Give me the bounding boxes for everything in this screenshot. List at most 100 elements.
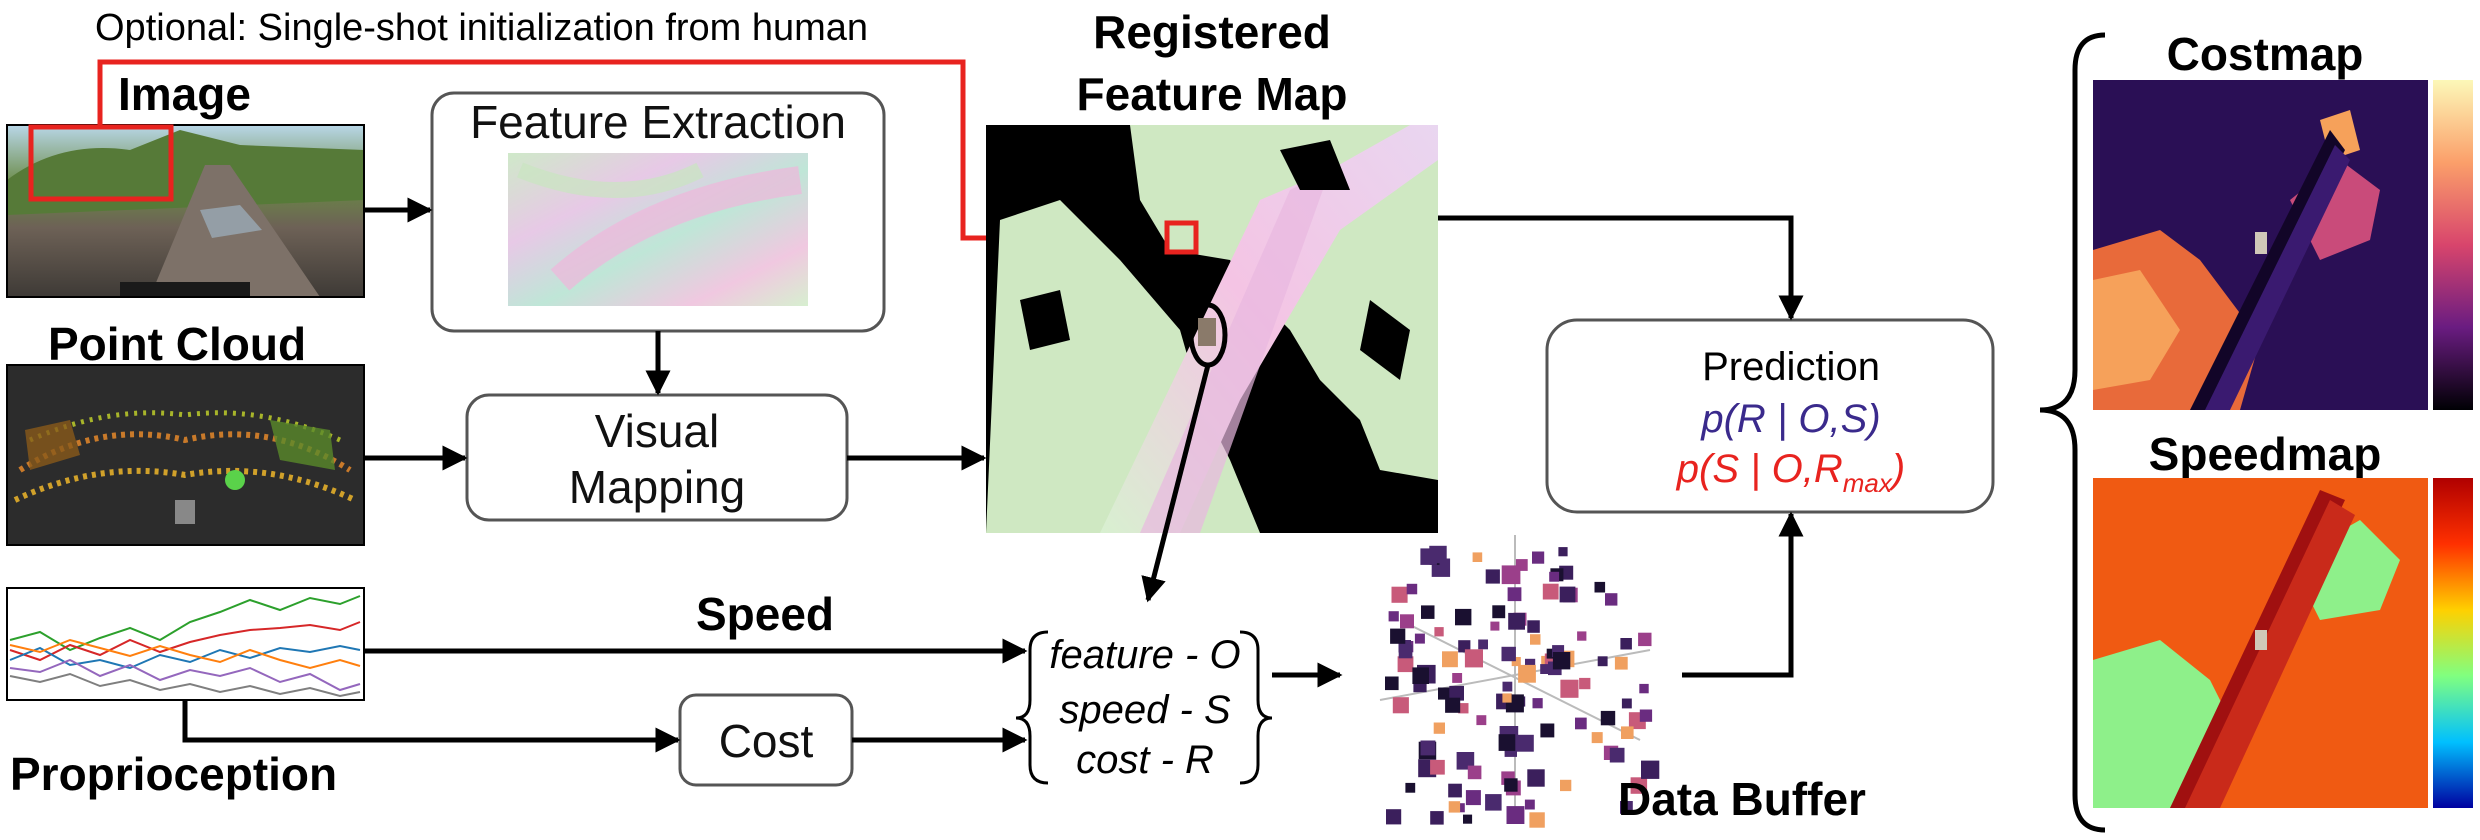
buffer-voxel <box>1542 583 1559 600</box>
buffer-voxel <box>1560 779 1572 792</box>
costmap-label: Costmap <box>2167 28 2364 80</box>
buffer-voxel <box>1614 656 1628 670</box>
buffer-voxel <box>1549 571 1560 582</box>
buffer-voxel <box>1508 612 1525 630</box>
buffer-voxel <box>1400 614 1414 629</box>
buffer-voxel <box>1385 676 1399 691</box>
buffer-voxel <box>1518 664 1536 683</box>
buffer-voxel <box>1391 586 1408 603</box>
feature-thumbnail <box>508 153 808 306</box>
speedmap-label: Speedmap <box>2149 428 2382 480</box>
buffer-voxel <box>1478 639 1488 650</box>
point-cloud-label: Point Cloud <box>48 318 306 370</box>
buffer-voxel <box>1621 698 1632 709</box>
buffer-voxel <box>1529 812 1545 828</box>
buffer-voxel <box>1502 693 1512 703</box>
point-cloud-thumbnail <box>6 364 365 546</box>
buffer-voxel <box>1501 646 1516 662</box>
buffer-voxel <box>1412 667 1429 684</box>
buffer-voxel <box>1560 679 1579 698</box>
buffer-voxel <box>1621 726 1634 739</box>
buffer-voxel <box>1620 638 1632 650</box>
buffer-voxel <box>1448 783 1462 798</box>
buffer-voxel <box>1421 605 1435 619</box>
brace-item-speed: speed - S <box>1059 688 1231 732</box>
buffer-voxel <box>1445 697 1461 713</box>
buffer-voxel <box>1639 683 1649 694</box>
buffer-voxel <box>1532 698 1543 709</box>
costmap-image <box>2093 80 2428 410</box>
visual-mapping-label-line2: Mapping <box>569 461 745 513</box>
human-selected-region-box <box>1164 220 1199 255</box>
buffer-voxel <box>1392 697 1409 714</box>
feature-extraction-label: Feature Extraction <box>470 96 846 148</box>
arrow-feature-map-to-prediction <box>1438 215 1804 321</box>
buffer-voxel <box>1546 648 1557 659</box>
brace-item-feature: feature - O <box>1049 633 1240 677</box>
buffer-voxel <box>1405 782 1416 793</box>
buffer-voxel <box>1558 547 1568 557</box>
buffer-voxel <box>1452 673 1463 683</box>
buffer-voxel <box>1485 569 1500 584</box>
buffer-voxel <box>1597 656 1608 667</box>
proprioception-plot <box>6 587 365 701</box>
arrow-data-buffer-to-prediction <box>1682 511 1804 678</box>
buffer-voxel <box>1434 627 1444 637</box>
buffer-voxel <box>1397 656 1414 673</box>
prediction-title: Prediction <box>1702 345 1880 389</box>
speed-label: Speed <box>696 588 834 640</box>
prediction-cost-formula: p(R | O,S) <box>1700 397 1880 441</box>
buffer-voxel <box>1465 790 1481 806</box>
buffer-voxel <box>1552 652 1571 670</box>
buffer-voxel <box>1430 811 1444 825</box>
camera-image-thumbnail <box>6 124 365 298</box>
buffer-voxel <box>1532 551 1545 564</box>
buffer-voxel <box>1630 777 1648 794</box>
speedmap-colorbar <box>2433 478 2473 808</box>
buffer-voxel <box>1490 621 1500 631</box>
optional-initialization-note: Optional: Single-shot initialization fro… <box>95 7 868 49</box>
buffer-voxel <box>1507 587 1522 602</box>
feature-map-title-line1: Registered <box>1093 6 1331 58</box>
buffer-voxel <box>1442 651 1458 668</box>
buffer-voxel <box>1455 608 1472 626</box>
buffer-voxel <box>1527 769 1545 787</box>
buffer-voxel <box>1430 759 1445 775</box>
buffer-voxel <box>1540 723 1555 738</box>
proprioception-label: Proprioception <box>10 748 337 800</box>
buffer-voxel <box>1390 628 1406 644</box>
cost-label: Cost <box>719 715 814 767</box>
buffer-voxel <box>1438 687 1451 700</box>
buffer-voxel <box>1639 709 1653 722</box>
buffer-voxel <box>1577 631 1587 641</box>
buffer-voxel <box>1605 593 1618 606</box>
buffer-voxel <box>1501 565 1521 585</box>
buffer-voxel <box>1492 605 1506 619</box>
buffer-voxel <box>1504 778 1518 792</box>
feature-map-title-line2: Feature Map <box>1077 68 1348 120</box>
buffer-voxel <box>1420 740 1436 756</box>
prediction-speed-formula: p(S | O,Rmax) <box>1676 447 1905 498</box>
buffer-voxel <box>1524 799 1535 810</box>
buffer-voxel <box>1485 794 1502 811</box>
brace-left <box>1015 630 1049 785</box>
buffer-voxel <box>1609 747 1625 763</box>
buffer-voxel <box>1472 552 1483 562</box>
buffer-voxel <box>1420 548 1437 565</box>
buffer-voxel <box>1406 583 1418 595</box>
buffer-voxel <box>1527 620 1540 633</box>
buffer-voxel <box>1448 801 1461 813</box>
buffer-voxel <box>1414 633 1425 644</box>
buffer-voxel <box>1476 715 1487 726</box>
arrow-feature-map-to-brace <box>1141 364 1211 603</box>
buffer-voxel <box>1458 703 1469 714</box>
buffer-voxel <box>1467 765 1482 780</box>
buffer-voxel <box>1516 734 1534 752</box>
buffer-voxel <box>1575 717 1587 730</box>
buffer-voxel <box>1515 559 1528 571</box>
buffer-voxel <box>1386 809 1402 825</box>
buffer-voxel <box>1506 806 1525 824</box>
buffer-voxel <box>1530 634 1541 645</box>
data-buffer-scatter <box>1379 535 1660 828</box>
